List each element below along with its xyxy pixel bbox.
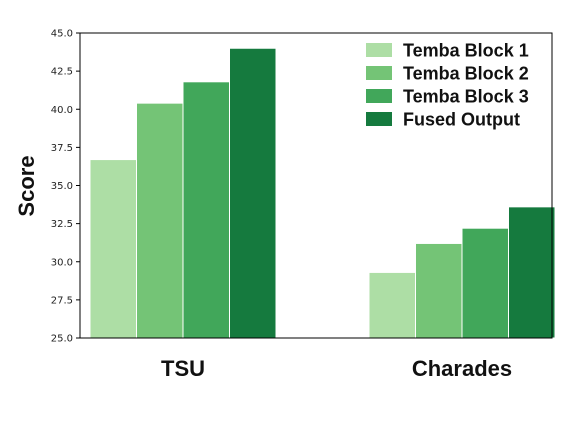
bar xyxy=(136,102,184,339)
x-labels-group: TSU Charades xyxy=(161,356,512,381)
bar xyxy=(461,227,509,339)
x-category-label: Charades xyxy=(412,356,512,381)
legend-swatch xyxy=(366,89,392,103)
bars-group xyxy=(89,47,556,339)
legend-swatch xyxy=(366,66,392,80)
bar xyxy=(89,159,137,339)
bar xyxy=(182,81,230,339)
legend-swatch xyxy=(366,112,392,126)
y-tick-label: 25.0 xyxy=(51,334,73,345)
y-tick-label: 45.0 xyxy=(51,29,73,40)
y-tick-label: 30.0 xyxy=(51,257,73,268)
x-category-label: TSU xyxy=(161,356,205,381)
y-tick-label: 42.5 xyxy=(51,67,73,78)
y-tick-label: 32.5 xyxy=(51,219,73,230)
bar xyxy=(368,271,416,339)
y-axis-title: Score xyxy=(14,155,39,216)
plot-frame xyxy=(79,32,553,339)
legend-label: Temba Block 2 xyxy=(403,64,529,84)
legend-label: Temba Block 1 xyxy=(403,41,529,61)
y-tick-label: 37.5 xyxy=(51,143,73,154)
y-tick-label: 35.0 xyxy=(51,181,73,192)
y-ticks-group: 25.0 27.5 30.0 32.5 35.0 37.5 40.0 42.5 45.0 xyxy=(51,29,80,345)
bar xyxy=(508,206,556,339)
bar xyxy=(229,47,277,339)
y-tick-label: 40.0 xyxy=(51,105,73,116)
bar xyxy=(415,242,463,339)
legend-label: Fused Output xyxy=(403,110,520,130)
y-tick-label: 27.5 xyxy=(51,295,73,306)
legend-swatch xyxy=(366,43,392,57)
legend: Temba Block 1 Temba Block 2 Temba Block 3 F… xyxy=(366,41,529,130)
legend-label: Temba Block 3 xyxy=(403,87,529,107)
